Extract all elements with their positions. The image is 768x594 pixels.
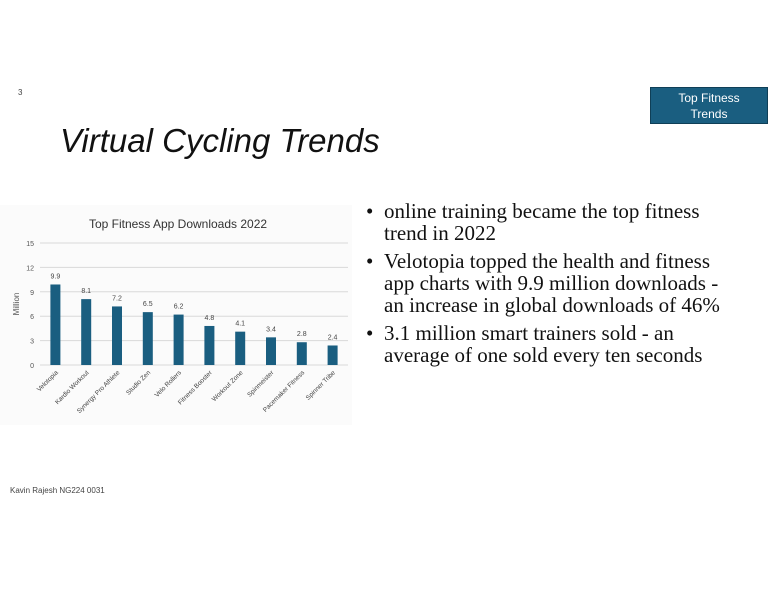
y-tick-label: 12 [26,265,34,272]
badge-line-1: Top Fitness [678,91,740,105]
bar [112,306,122,365]
bar [327,345,338,365]
data-label: 4.1 [235,321,245,328]
data-label: 6.2 [174,304,184,311]
badge-line-2: Trends [690,107,728,121]
y-tick-label: 15 [26,241,34,248]
bullet-text: online training became the top fitness t… [384,199,700,245]
data-label: 2.8 [297,331,307,338]
bullet-text: Velotopia topped the health and fitness … [384,249,720,317]
bar [81,299,92,365]
data-label: 6.5 [143,301,153,308]
bar [266,337,276,365]
slide-number: 3 [18,88,23,97]
bar [296,342,307,365]
data-label: 8.1 [81,288,91,295]
y-axis-label: Million [12,293,21,316]
data-label: 4.8 [205,315,215,322]
bar [235,331,246,365]
y-tick-label: 0 [30,363,34,370]
bullet-item: • online training became the top fitness … [366,200,726,244]
y-tick-label: 6 [30,314,34,321]
bar [142,312,153,365]
bullet-icon: • [366,249,374,273]
data-label: 9.9 [51,273,61,280]
bullet-item: • 3.1 million smart trainers sold - an av… [366,322,726,366]
bullet-text: 3.1 million smart trainers sold - an ave… [384,321,703,367]
bullet-item: • Velotopia topped the health and fitness… [366,250,726,316]
bar [173,314,184,365]
bar [50,284,61,365]
y-tick-label: 9 [30,290,34,297]
footer-text: Kavin Rajesh NG224 0031 [10,486,105,495]
bullet-list: • online training became the top fitness … [366,200,726,372]
y-tick-label: 3 [30,339,34,346]
data-label: 7.2 [112,295,122,302]
chart-title: Top Fitness App Downloads 2022 [89,217,267,231]
bullet-icon: • [366,321,374,345]
bar [204,325,215,365]
bar-chart: Top Fitness App Downloads 2022 Million 0… [0,205,352,425]
top-fitness-trends-badge[interactable]: Top Fitness Trends [650,87,768,124]
data-label: 2.4 [328,334,338,341]
data-label: 3.4 [266,326,276,333]
bullet-icon: • [366,199,374,223]
slide-title: Virtual Cycling Trends [60,122,380,159]
